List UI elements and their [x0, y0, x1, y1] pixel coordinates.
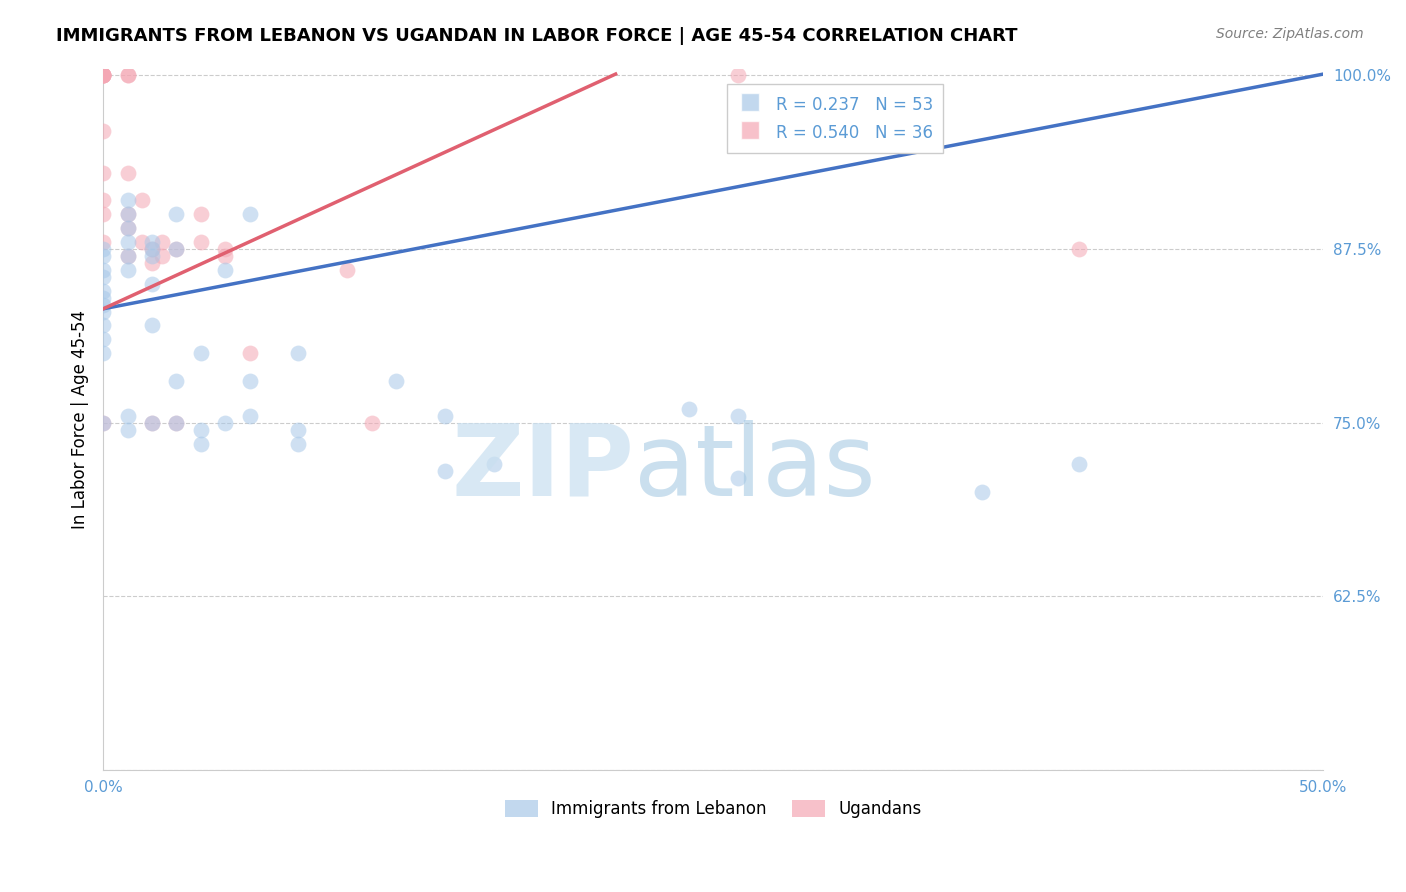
Point — [131, 235, 153, 249]
Point — [165, 242, 187, 256]
Point — [117, 69, 139, 83]
Point — [141, 249, 163, 263]
Point — [214, 263, 236, 277]
Point — [214, 416, 236, 430]
Point — [360, 416, 382, 430]
Point — [727, 69, 749, 83]
Point — [141, 416, 163, 430]
Point — [190, 423, 212, 437]
Point — [165, 242, 187, 256]
Point — [117, 235, 139, 249]
Point — [141, 235, 163, 249]
Point — [238, 409, 260, 423]
Point — [91, 298, 114, 312]
Point — [190, 235, 212, 249]
Point — [117, 263, 139, 277]
Point — [1069, 458, 1091, 472]
Point — [91, 124, 114, 138]
Point — [970, 485, 993, 500]
Point — [482, 458, 505, 472]
Point — [433, 409, 456, 423]
Point — [91, 318, 114, 333]
Point — [150, 249, 173, 263]
Y-axis label: In Labor Force | Age 45-54: In Labor Force | Age 45-54 — [72, 310, 89, 529]
Point — [165, 374, 187, 388]
Point — [91, 194, 114, 208]
Point — [117, 221, 139, 235]
Point — [190, 436, 212, 450]
Point — [287, 423, 309, 437]
Point — [165, 416, 187, 430]
Point — [91, 69, 114, 83]
Point — [117, 221, 139, 235]
Point — [91, 284, 114, 298]
Point — [141, 242, 163, 256]
Point — [91, 235, 114, 249]
Legend: Immigrants from Lebanon, Ugandans: Immigrants from Lebanon, Ugandans — [498, 793, 928, 825]
Text: IMMIGRANTS FROM LEBANON VS UGANDAN IN LABOR FORCE | AGE 45-54 CORRELATION CHART: IMMIGRANTS FROM LEBANON VS UGANDAN IN LA… — [56, 27, 1018, 45]
Point — [287, 346, 309, 360]
Point — [214, 249, 236, 263]
Point — [238, 374, 260, 388]
Point — [287, 436, 309, 450]
Point — [117, 409, 139, 423]
Point — [91, 69, 114, 83]
Point — [385, 374, 408, 388]
Point — [91, 249, 114, 263]
Point — [190, 346, 212, 360]
Point — [1069, 242, 1091, 256]
Point — [91, 416, 114, 430]
Point — [117, 166, 139, 180]
Point — [91, 69, 114, 83]
Point — [91, 304, 114, 318]
Point — [117, 423, 139, 437]
Point — [141, 256, 163, 270]
Point — [238, 207, 260, 221]
Point — [678, 401, 700, 416]
Point — [91, 416, 114, 430]
Point — [141, 416, 163, 430]
Text: ZIP: ZIP — [451, 420, 634, 516]
Point — [131, 194, 153, 208]
Point — [190, 207, 212, 221]
Point — [165, 207, 187, 221]
Point — [91, 69, 114, 83]
Point — [141, 242, 163, 256]
Point — [117, 207, 139, 221]
Text: Source: ZipAtlas.com: Source: ZipAtlas.com — [1216, 27, 1364, 41]
Point — [91, 69, 114, 83]
Point — [727, 409, 749, 423]
Point — [117, 194, 139, 208]
Point — [214, 242, 236, 256]
Point — [117, 249, 139, 263]
Point — [91, 166, 114, 180]
Point — [117, 69, 139, 83]
Point — [117, 207, 139, 221]
Point — [91, 263, 114, 277]
Text: atlas: atlas — [634, 420, 876, 516]
Point — [150, 235, 173, 249]
Point — [91, 69, 114, 83]
Point — [91, 291, 114, 305]
Point — [141, 277, 163, 291]
Point — [336, 263, 359, 277]
Point — [727, 471, 749, 485]
Point — [238, 346, 260, 360]
Point — [91, 269, 114, 284]
Point — [433, 464, 456, 478]
Point — [91, 332, 114, 346]
Point — [141, 318, 163, 333]
Point — [91, 242, 114, 256]
Point — [117, 249, 139, 263]
Point — [91, 207, 114, 221]
Point — [91, 346, 114, 360]
Point — [165, 416, 187, 430]
